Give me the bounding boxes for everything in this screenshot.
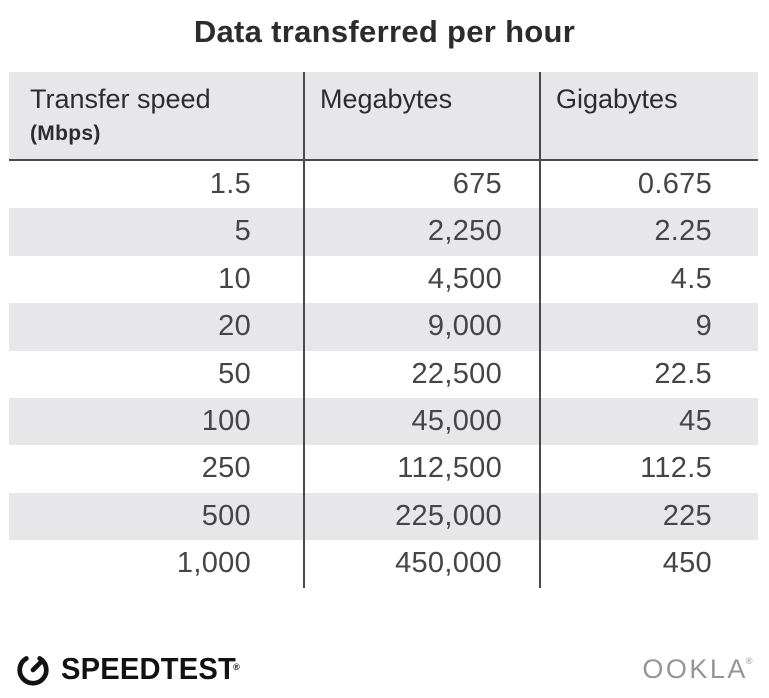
gigabytes-cell: 4.5 xyxy=(539,255,758,304)
gigabytes-cell: 9 xyxy=(539,303,758,351)
speedtest-wordmark: SPEEDTEST xyxy=(61,651,236,686)
gigabytes-cell: 45 xyxy=(539,397,758,446)
gigabytes-cell: 0.675 xyxy=(539,161,758,209)
registered-trademark-icon: ® xyxy=(233,662,240,672)
page-title: Data transferred per hour xyxy=(193,14,576,49)
table-row: 1.5 675 0.675 xyxy=(9,161,758,209)
megabytes-cell: 225,000 xyxy=(303,492,539,541)
gigabytes-cell: 450 xyxy=(539,540,758,588)
ookla-logo: OOKLA® xyxy=(642,654,757,685)
table-row: 20 9,000 9 xyxy=(9,303,758,351)
speed-cell: 5 xyxy=(234,215,251,248)
ookla-wordmark: OOKLA xyxy=(642,653,748,684)
megabytes-cell: 112,500 xyxy=(303,445,539,493)
table-row: 50 22,500 22.5 xyxy=(9,350,758,398)
header-mbps-unit: (Mbps) xyxy=(30,122,101,145)
header-transfer-speed: Transfer speed (Mbps) xyxy=(9,72,303,159)
gigabytes-cell: 225 xyxy=(539,492,758,541)
megabytes-cell: 9,000 xyxy=(303,303,539,351)
megabytes-cell: 2,250 xyxy=(303,208,539,256)
megabytes-cell: 22,500 xyxy=(303,350,539,398)
table-row: 500 225,000 225 xyxy=(9,492,758,541)
table-row: 10 4,500 4.5 xyxy=(9,255,758,304)
table-header-row: Transfer speed (Mbps) Megabytes Gigabyte… xyxy=(9,72,758,161)
footer: SPEEDTEST ® OOKLA® xyxy=(0,644,769,694)
header-transfer-speed-label: Transfer speed xyxy=(30,84,211,114)
speed-cell: 1.5 xyxy=(209,168,251,200)
speedtest-logo: SPEEDTEST ® xyxy=(14,650,254,688)
gigabytes-cell: 112.5 xyxy=(539,445,758,493)
speed-cell: 1,000 xyxy=(176,547,251,580)
megabytes-cell: 450,000 xyxy=(303,540,539,588)
gigabytes-cell: 22.5 xyxy=(539,350,758,398)
speed-cell: 250 xyxy=(201,452,251,485)
header-megabytes: Megabytes xyxy=(303,72,539,159)
table-row: 5 2,250 2.25 xyxy=(9,208,758,256)
speed-cell: 100 xyxy=(201,404,251,437)
megabytes-cell: 45,000 xyxy=(303,397,539,446)
megabytes-cell: 675 xyxy=(303,161,539,209)
speed-cell: 500 xyxy=(201,499,251,532)
speed-cell: 50 xyxy=(218,357,251,390)
speed-cell: 20 xyxy=(218,310,251,343)
gigabytes-cell: 2.25 xyxy=(539,208,758,256)
table-row: 1,000 450,000 450 xyxy=(9,540,758,588)
data-table: Transfer speed (Mbps) Megabytes Gigabyte… xyxy=(9,72,758,588)
table-row: 100 45,000 45 xyxy=(9,397,758,446)
header-gigabytes: Gigabytes xyxy=(539,72,758,159)
speedtest-gauge-icon xyxy=(17,656,49,686)
table-row: 250 112,500 112.5 xyxy=(9,445,758,493)
registered-trademark-icon: ® xyxy=(745,655,755,666)
speed-cell: 10 xyxy=(218,262,251,295)
megabytes-cell: 4,500 xyxy=(303,255,539,304)
